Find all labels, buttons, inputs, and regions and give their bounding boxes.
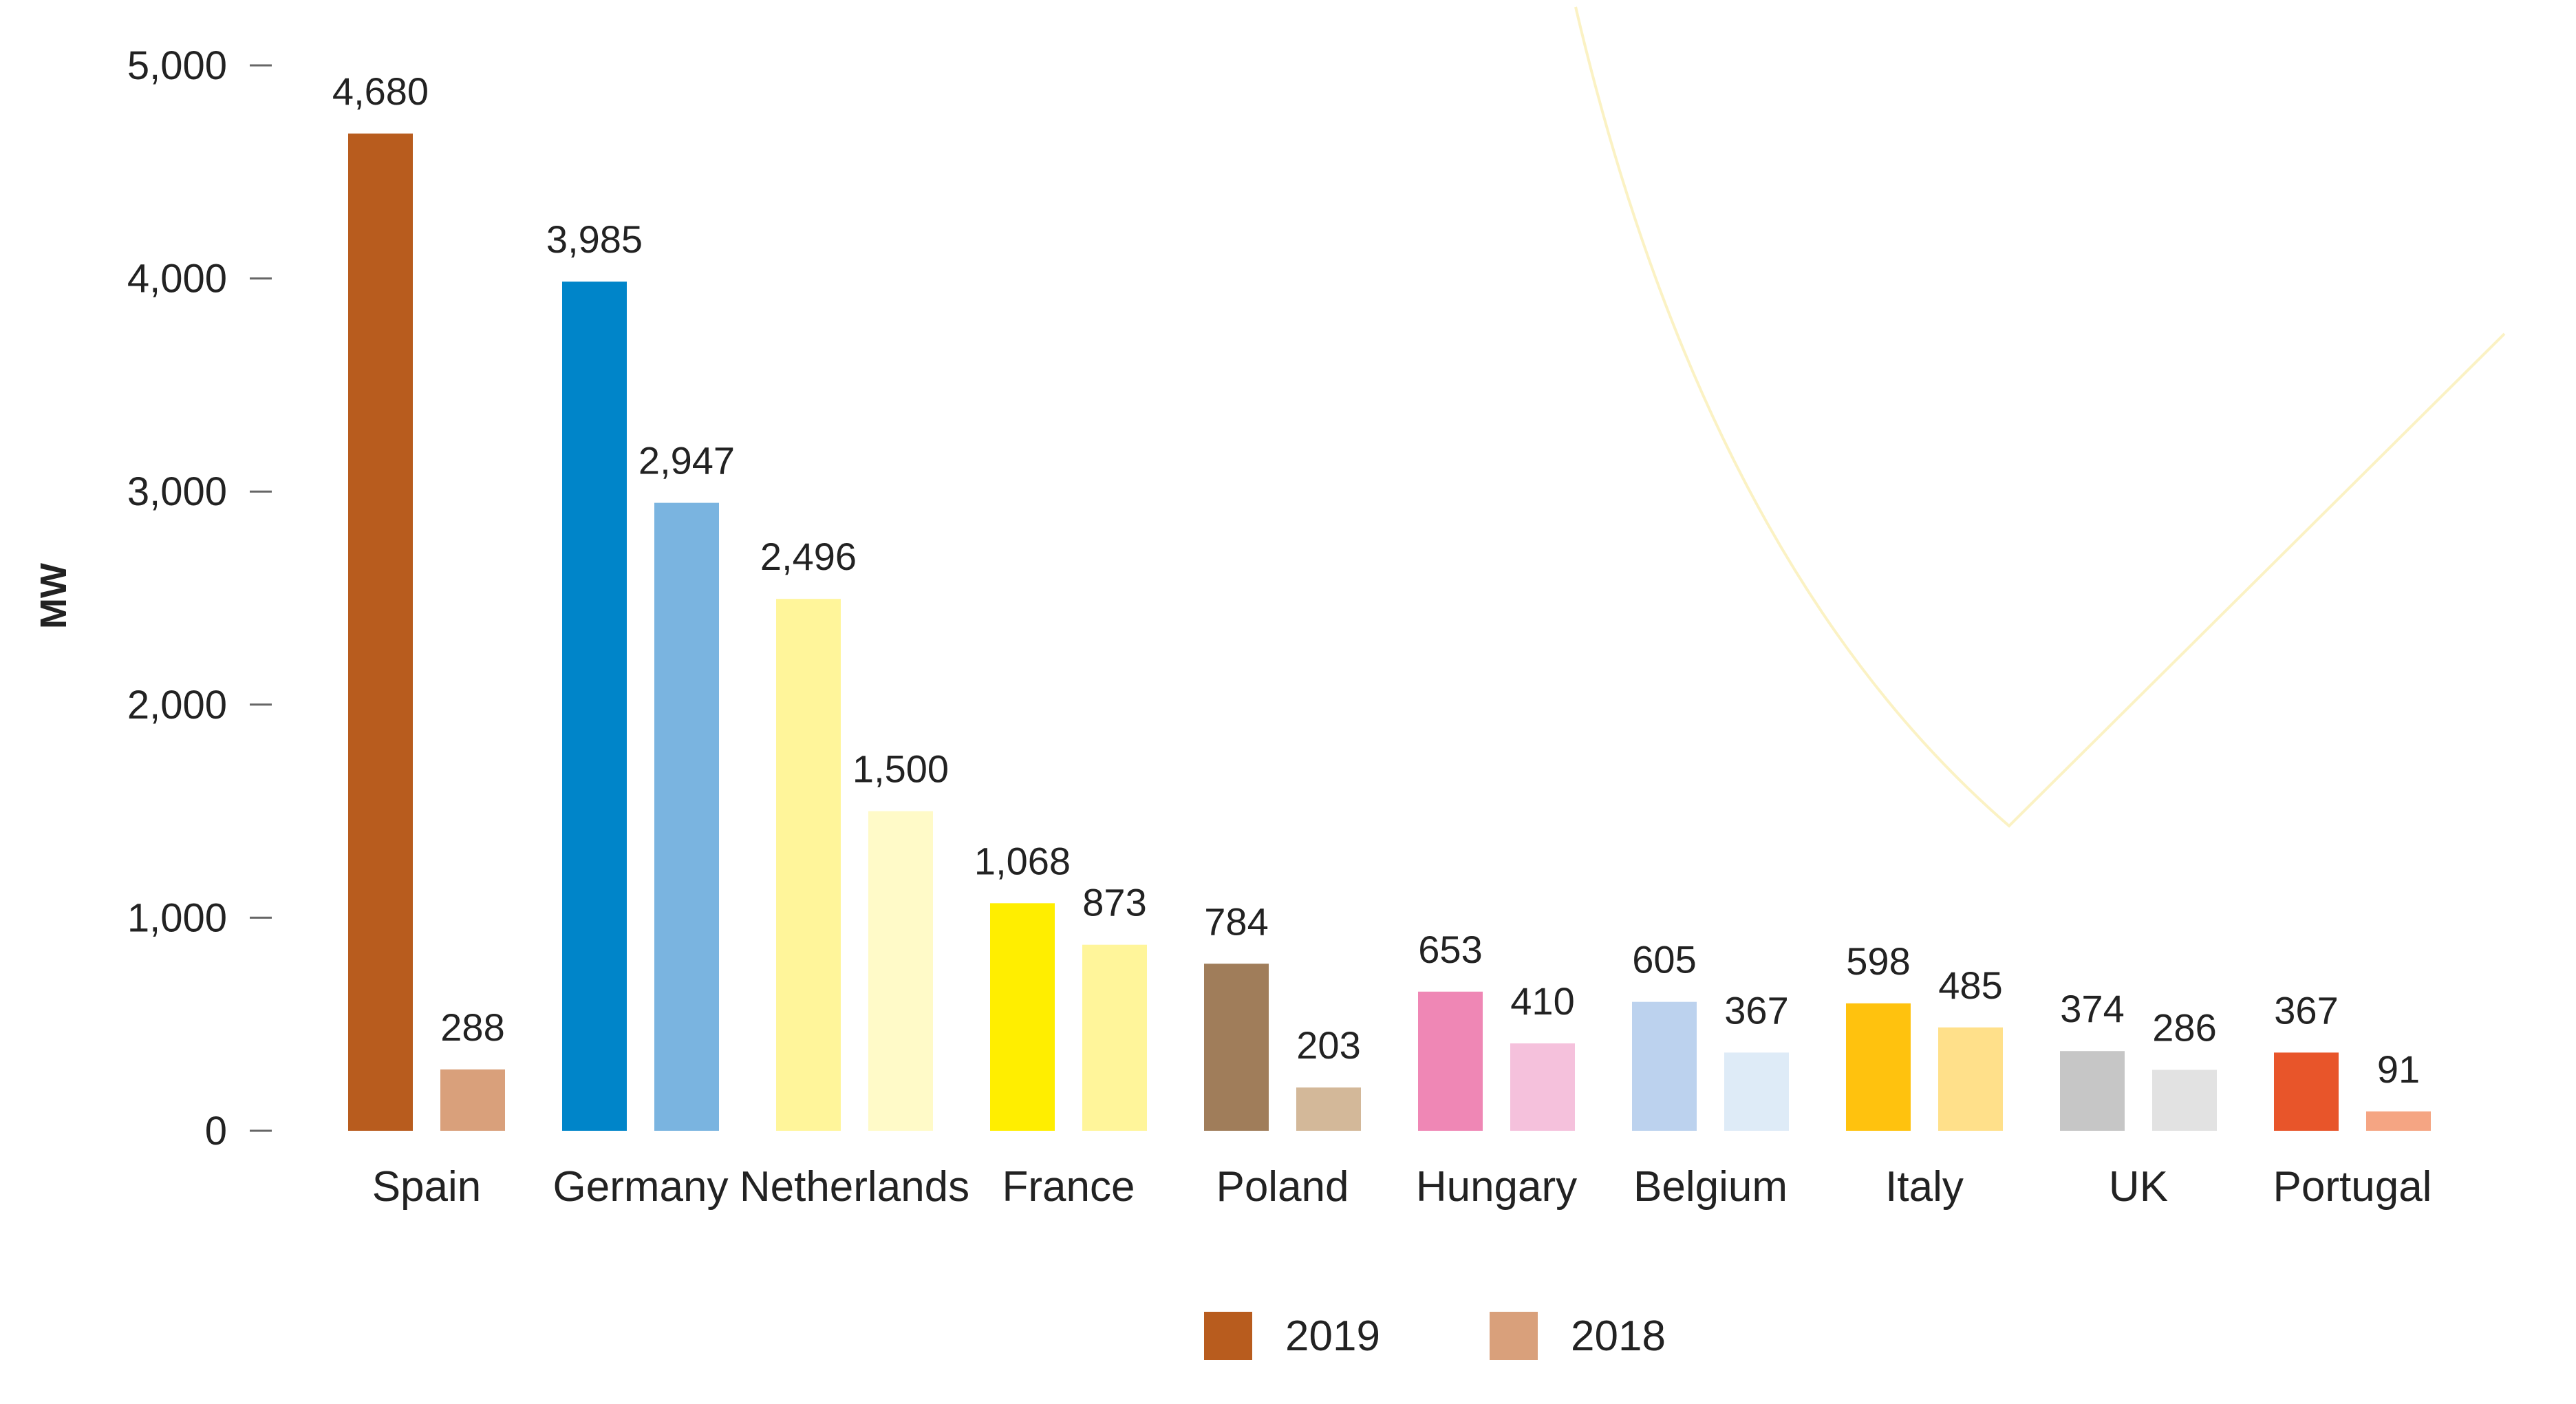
bar-germany-2018	[654, 502, 719, 1131]
data-label: 2,947	[638, 439, 735, 482]
y-tick-label: 0	[205, 1109, 227, 1153]
bar-poland-2018	[1296, 1087, 1361, 1131]
data-label: 2,496	[760, 535, 857, 578]
bar-uk-2018	[2152, 1070, 2217, 1131]
category-label: Portugal	[2273, 1163, 2432, 1211]
data-label: 873	[1082, 881, 1146, 924]
category-label: Spain	[372, 1163, 482, 1211]
data-label: 203	[1296, 1023, 1360, 1067]
data-label: 1,500	[852, 747, 949, 791]
bars: 4,680 288 Spain 3,985 2,947 Germany 2,496 1,500…	[332, 70, 2432, 1211]
data-label: 374	[2060, 987, 2124, 1030]
bar-italy-2019	[1846, 1003, 1911, 1131]
decorative-arc	[1574, 6, 2506, 828]
data-label: 605	[1632, 938, 1696, 981]
category-label: Netherlands	[740, 1163, 969, 1211]
y-tick-label: 3,000	[127, 469, 227, 514]
bar-france-2019	[990, 903, 1055, 1131]
bar-spain-2018	[440, 1069, 505, 1131]
legend-label: 2018	[1571, 1312, 1666, 1360]
category-label: Belgium	[1633, 1163, 1788, 1211]
bar-hungary-2019	[1418, 991, 1483, 1131]
y-tick-label: 2,000	[127, 683, 227, 727]
y-tick-label: 5,000	[127, 43, 227, 88]
data-label: 91	[2377, 1047, 2420, 1091]
category-label: France	[1002, 1163, 1135, 1211]
data-label: 286	[2152, 1006, 2216, 1049]
category-label: Poland	[1216, 1163, 1349, 1211]
data-label: 485	[1938, 964, 2002, 1007]
data-label: 3,985	[546, 217, 643, 261]
bar-france-2018	[1082, 944, 1147, 1131]
legend-swatch-2019	[1204, 1312, 1252, 1360]
category-label: Germany	[553, 1163, 729, 1211]
bar-italy-2018	[1938, 1027, 2003, 1131]
bar-poland-2019	[1204, 964, 1269, 1131]
bar-netherlands-2018	[868, 811, 933, 1131]
y-tick-label: 4,000	[127, 257, 227, 301]
bar-belgium-2019	[1632, 1001, 1697, 1131]
legend-label: 2019	[1285, 1312, 1380, 1360]
bar-uk-2019	[2060, 1051, 2125, 1131]
bar-portugal-2019	[2274, 1052, 2339, 1131]
legend-swatch-2018	[1490, 1312, 1538, 1360]
data-label: 288	[440, 1006, 504, 1049]
bar-portugal-2018	[2366, 1111, 2431, 1131]
bar-hungary-2018	[1510, 1043, 1575, 1131]
y-tick-label: 1,000	[127, 895, 227, 940]
data-label: 653	[1418, 928, 1482, 971]
bar-germany-2019	[562, 281, 627, 1131]
data-label: 410	[1510, 979, 1574, 1023]
bar-netherlands-2019	[776, 599, 841, 1131]
legend: 2019 2018	[1204, 1312, 1666, 1360]
y-axis-title: MW	[33, 563, 74, 629]
category-label: Italy	[1885, 1163, 1964, 1211]
data-label: 367	[1724, 988, 1788, 1032]
bar-belgium-2018	[1724, 1052, 1789, 1131]
bar-spain-2019	[348, 134, 413, 1131]
data-label: 1,068	[974, 839, 1071, 882]
data-label: 4,680	[332, 70, 429, 113]
category-label: Hungary	[1416, 1163, 1577, 1211]
data-label: 598	[1846, 939, 1910, 983]
category-label: UK	[2109, 1163, 2168, 1211]
data-label: 367	[2274, 988, 2338, 1032]
y-axis: 0 1,000 2,000 3,000 4,000 5,000	[127, 43, 272, 1153]
data-label: 784	[1204, 900, 1268, 943]
